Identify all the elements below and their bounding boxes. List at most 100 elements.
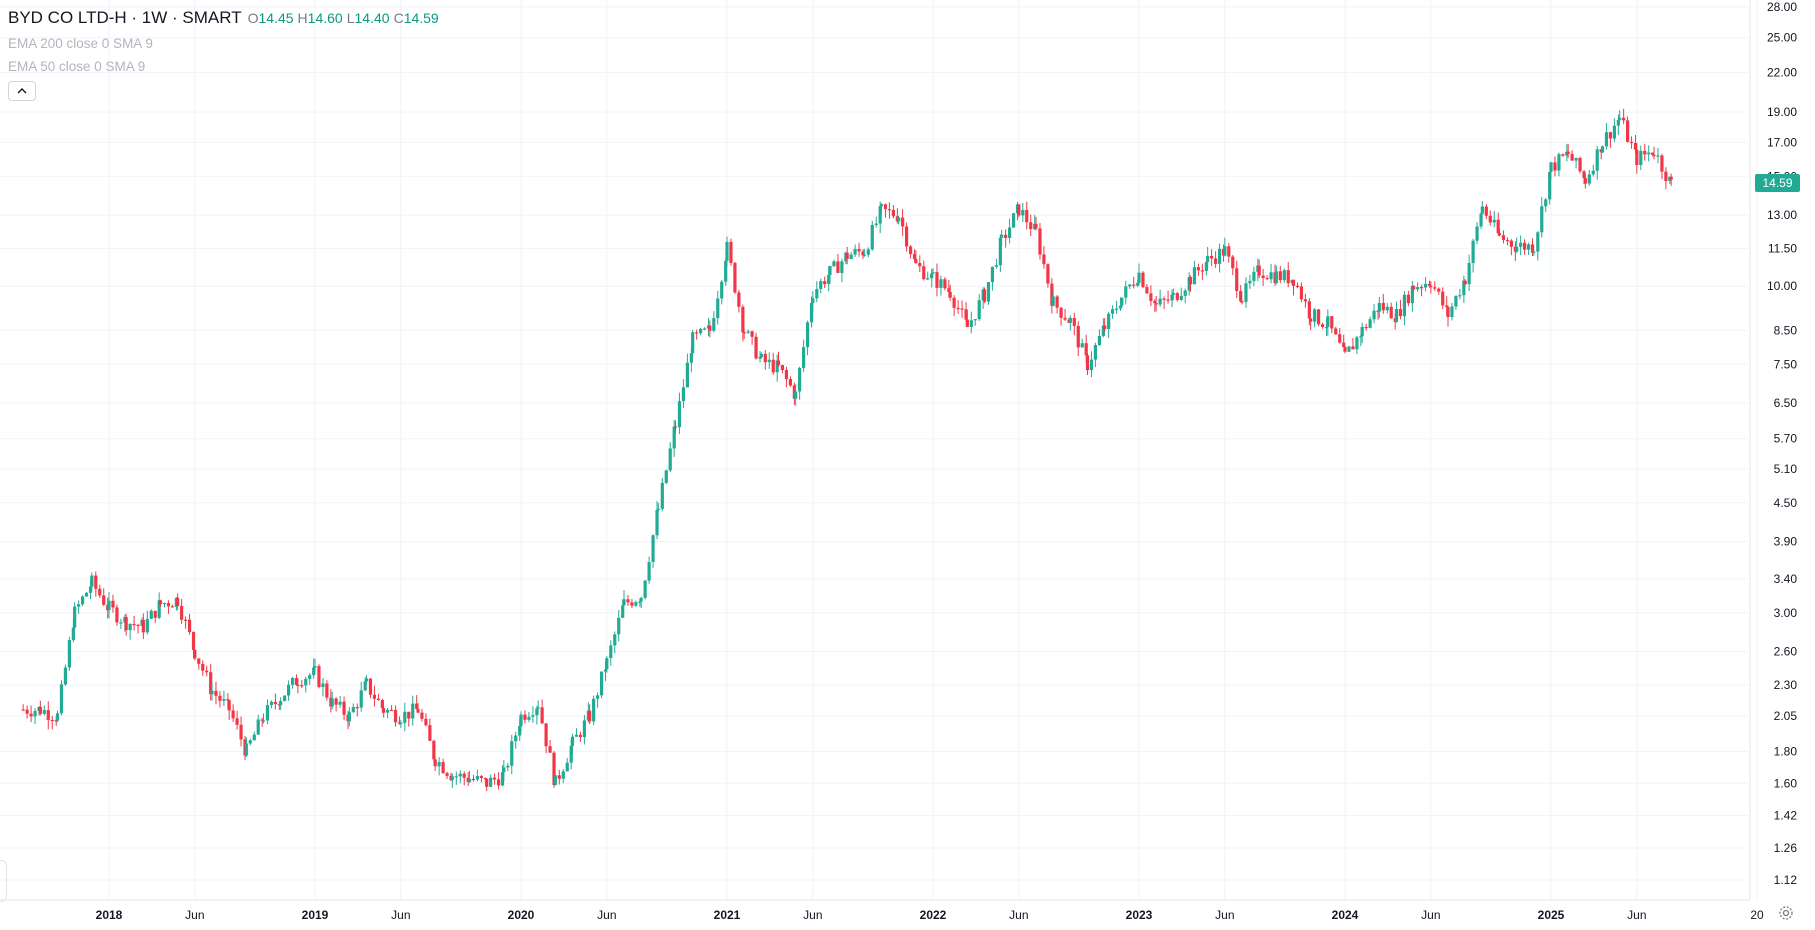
candle-body [1029, 222, 1033, 230]
y-tick-label: 11.50 [1768, 241, 1797, 255]
candle-body [1616, 119, 1620, 126]
candle-body [124, 617, 128, 631]
candle-body [1204, 262, 1208, 271]
candle-body [801, 347, 806, 368]
candle-body [46, 710, 50, 720]
candle-body [794, 391, 798, 399]
candle-body [1496, 219, 1500, 234]
symbol-title[interactable]: BYD CO LTD-H · 1W · SMART [8, 8, 242, 27]
candle-body [1072, 318, 1076, 326]
candle-body [279, 700, 283, 706]
candle-body [578, 734, 583, 738]
candle-body [527, 716, 531, 720]
candle-body [609, 645, 613, 659]
x-tick-label: 2024 [1332, 908, 1359, 922]
candle-body [1664, 171, 1668, 182]
candle-body [1377, 302, 1381, 312]
candle-body [827, 274, 831, 285]
y-tick-label: 3.90 [1774, 535, 1798, 549]
candle-body [467, 778, 472, 782]
x-tick-label: Jun [597, 908, 616, 922]
candle-body [986, 282, 991, 302]
candle-body [819, 281, 823, 289]
candle-body [1166, 299, 1170, 301]
candle-body [883, 204, 888, 210]
x-tick-label: 2023 [1126, 908, 1153, 922]
candle-body [664, 470, 668, 483]
candle-body [222, 699, 226, 701]
candle-body [1660, 155, 1664, 172]
candle-body [908, 246, 913, 255]
candle-body [1132, 284, 1136, 286]
candle-body [531, 715, 535, 717]
candle-body [1612, 125, 1616, 139]
candle-body [557, 775, 561, 779]
candle-body [729, 241, 733, 264]
candle-body [84, 592, 89, 597]
candle-body [389, 709, 394, 712]
study-ema-200[interactable]: EMA 200 close 0 SMA 9 [8, 36, 153, 51]
low-value: 14.40 [354, 10, 390, 26]
candle-body [1484, 206, 1488, 216]
candle-body [1526, 244, 1531, 250]
candle-body [712, 318, 716, 331]
candle-body [510, 741, 514, 766]
candle-body [294, 678, 299, 685]
candle-body [1316, 309, 1321, 325]
candle-body [930, 273, 934, 279]
candle-body [588, 710, 592, 722]
candle-body [845, 252, 849, 259]
candle-body [1034, 223, 1038, 229]
candle-body [912, 254, 917, 260]
candle-body [1647, 152, 1651, 155]
study-ema-50[interactable]: EMA 50 close 0 SMA 9 [8, 59, 146, 74]
left-resize-handle[interactable] [0, 860, 7, 902]
candle-body [599, 671, 604, 696]
candle-body [1038, 228, 1042, 255]
y-tick-label: 4.50 [1774, 496, 1798, 510]
candle-body [977, 300, 981, 320]
candle-body [536, 707, 540, 709]
candle-body [432, 740, 436, 760]
candle-body [763, 353, 767, 363]
candle-body [1561, 154, 1565, 156]
candle-body [1114, 308, 1119, 310]
candle-body [128, 624, 132, 631]
y-tick-label: 2.30 [1774, 678, 1798, 692]
candle-body [1261, 275, 1265, 279]
candle-body [741, 306, 745, 333]
candle-body [1089, 359, 1094, 371]
gear-icon[interactable] [1778, 905, 1796, 923]
candle-body [733, 263, 737, 293]
candle-body [382, 708, 386, 713]
candle-body [1051, 296, 1055, 306]
candle-body [313, 666, 317, 668]
candle-body [1093, 345, 1098, 360]
x-tick-label: Jun [391, 908, 410, 922]
candle-body [351, 707, 355, 713]
candle-body [119, 622, 123, 624]
candle-body [948, 291, 952, 298]
candle-body [775, 360, 779, 373]
candle-body [689, 353, 693, 363]
candle-body [312, 667, 316, 676]
candle-body [1183, 290, 1187, 296]
candle-body [115, 607, 119, 623]
collapse-legend-button[interactable] [8, 81, 36, 101]
candle-body [317, 666, 321, 688]
candle-body [428, 725, 432, 741]
candle-body [1269, 272, 1273, 280]
candle-body [569, 745, 573, 763]
candle-body [582, 720, 586, 738]
candle-body [1578, 157, 1582, 172]
candle-body [724, 260, 728, 282]
candle-body [767, 359, 771, 363]
candle-body [471, 778, 476, 781]
candle-body [878, 206, 882, 224]
candle-body [647, 562, 651, 581]
candle-body [1274, 271, 1278, 284]
candle-body [1330, 316, 1334, 329]
candle-body [1530, 244, 1535, 253]
